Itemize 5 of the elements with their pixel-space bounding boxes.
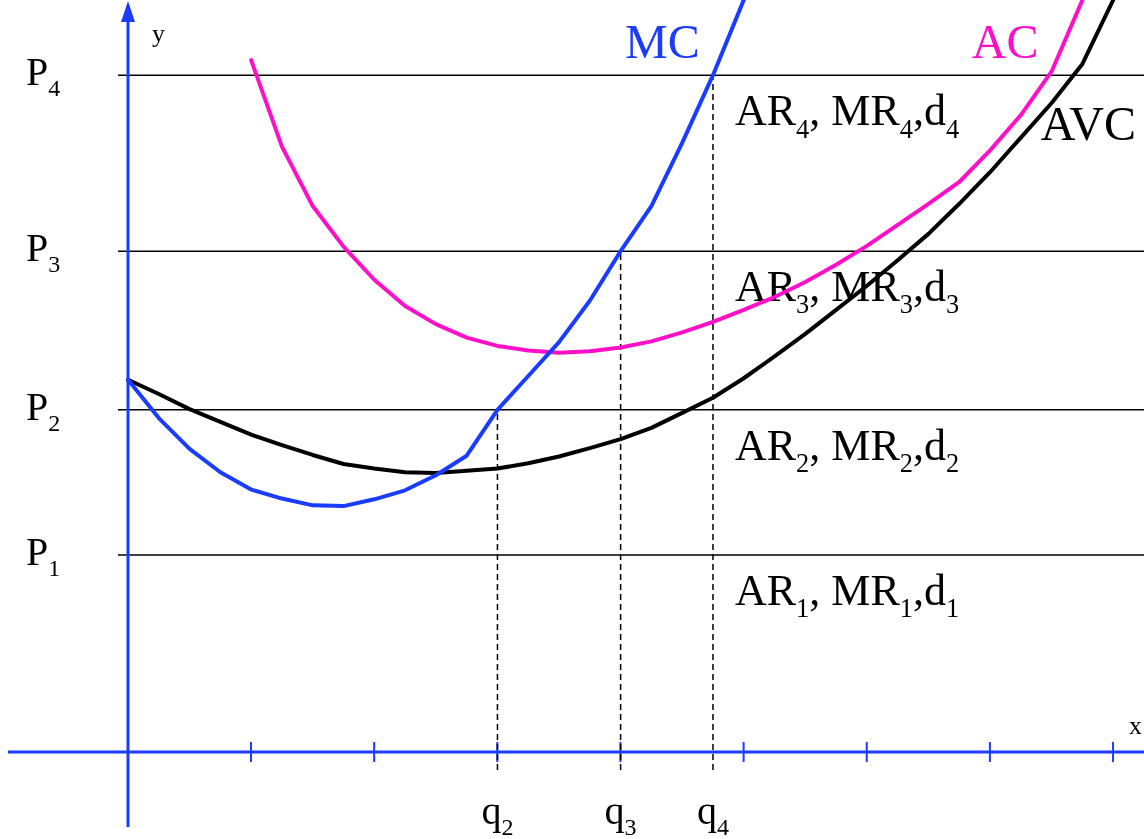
series-label: AC [971, 15, 1039, 68]
x-axis-title: x [1129, 711, 1142, 740]
series-label: MC [625, 15, 700, 68]
y-axis-title: y [152, 19, 165, 48]
series-label: AVC [1040, 97, 1136, 150]
